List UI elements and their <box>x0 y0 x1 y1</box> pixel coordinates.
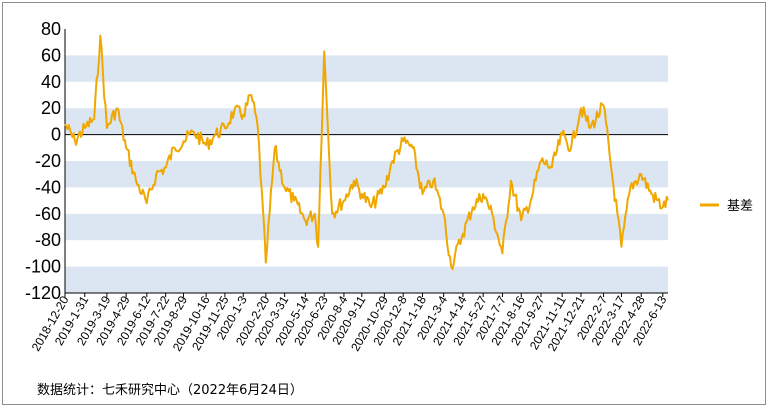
y-tick-label: 0 <box>51 125 61 145</box>
series-lines <box>64 34 669 271</box>
y-tick-label: -40 <box>35 177 61 197</box>
y-tick-label: -20 <box>35 151 61 171</box>
grid-bands <box>65 55 668 293</box>
y-tick-label: 20 <box>41 98 61 118</box>
x-axis-ticks: 2018-12-202019-1-312019-3-192019-4-29201… <box>29 293 670 354</box>
grid-band <box>65 108 668 135</box>
grid-band <box>65 213 668 241</box>
y-tick-label: -80 <box>35 230 61 250</box>
y-tick-label: 40 <box>41 72 61 92</box>
line-chart: 80 60 40 20 0 -20 -40 -60 -80 -100 -120 2018-12-20… <box>25 19 753 354</box>
y-tick-label: 80 <box>41 19 61 39</box>
grid-band <box>65 55 668 82</box>
chart-frame: 80 60 40 20 0 -20 -40 -60 -80 -100 -120 2018-12-20… <box>2 2 766 405</box>
y-axis-ticks: 80 60 40 20 0 -20 -40 -60 -80 -100 -120 <box>25 19 61 303</box>
source-note: 数据统计：七禾研究中心（2022年6月24日） <box>37 383 303 398</box>
series-line <box>64 34 669 271</box>
grid-band <box>65 266 668 293</box>
y-tick-label: 60 <box>41 45 61 65</box>
y-tick-label: -60 <box>35 204 61 224</box>
y-tick-label: -100 <box>25 257 61 277</box>
y-tick-label: -120 <box>25 283 61 303</box>
legend-label: 基差 <box>727 198 753 213</box>
legend: 基差 <box>700 198 753 213</box>
